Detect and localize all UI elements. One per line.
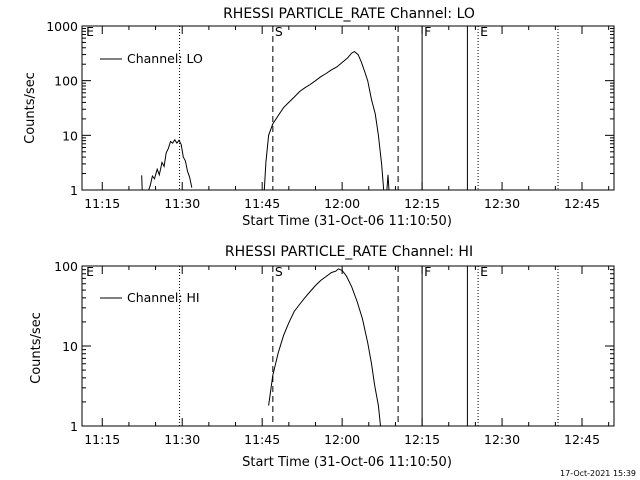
event-marker-label: F xyxy=(424,24,431,39)
event-marker-label: E xyxy=(86,264,94,279)
event-marker-label: S xyxy=(275,264,283,279)
panel-lo: RHESSI PARTICLE_RATE Channel: LO Counts/… xyxy=(23,6,615,229)
x-tick-label: 11:15 xyxy=(84,432,120,447)
series-line xyxy=(268,268,381,427)
y-tick-label: 1 xyxy=(70,183,78,198)
x-tick-label: 12:30 xyxy=(484,432,520,447)
x-tick-label: 11:30 xyxy=(164,432,200,447)
x-tick-label: 11:45 xyxy=(244,196,280,211)
footer-timestamp: 17-Oct-2021 15:39 xyxy=(560,469,636,478)
y-tick-label: 1000 xyxy=(46,19,78,34)
plot-area: 1 10 100 1000 11:15 11:30 11:45 12:00 12:15 12:30… xyxy=(46,19,615,211)
plot-area: 1 10 100 11:15 11:30 11:45 12:00 12:15 12:30 12:4… xyxy=(54,259,615,447)
legend-label: Channel: LO xyxy=(127,51,203,66)
y-tick-label: 1 xyxy=(70,419,78,434)
legend-label: Channel: HI xyxy=(127,290,200,305)
x-tick-label: 12:45 xyxy=(564,432,600,447)
x-tick-label: 12:45 xyxy=(564,196,600,211)
axes-frame xyxy=(81,25,615,191)
event-marker-label: E xyxy=(480,264,488,279)
series-line xyxy=(141,175,143,191)
y-axis-label: Counts/sec xyxy=(23,72,38,144)
chart-title: RHESSI PARTICLE_RATE Channel: LO xyxy=(223,6,475,22)
y-tick-label: 100 xyxy=(54,259,78,274)
x-tick-label: 12:15 xyxy=(404,432,440,447)
y-tick-label: 10 xyxy=(62,128,78,143)
x-tick-label: 12:00 xyxy=(324,196,360,211)
x-axis-label: Start Time (31-Oct-06 11:10:50) xyxy=(242,455,452,470)
event-marker-label: F xyxy=(424,264,431,279)
panel-hi: RHESSI PARTICLE_RATE Channel: HI Counts/… xyxy=(29,244,615,470)
series-line xyxy=(386,174,390,191)
event-marker-label: E xyxy=(480,24,488,39)
x-axis-label: Start Time (31-Oct-06 11:10:50) xyxy=(242,214,452,229)
x-tick-label: 12:00 xyxy=(324,432,360,447)
chart-title: RHESSI PARTICLE_RATE Channel: HI xyxy=(225,244,473,260)
y-tick-label: 100 xyxy=(54,74,78,89)
series-line xyxy=(148,138,193,191)
y-tick-label: 10 xyxy=(62,339,78,354)
x-tick-label: 11:15 xyxy=(84,196,120,211)
series-line xyxy=(263,50,385,191)
x-tick-label: 11:45 xyxy=(244,432,280,447)
x-tick-label: 11:30 xyxy=(164,196,200,211)
x-tick-label: 12:15 xyxy=(404,196,440,211)
y-axis-label: Counts/sec xyxy=(29,312,44,384)
x-tick-label: 12:30 xyxy=(484,196,520,211)
event-marker-label: E xyxy=(86,24,94,39)
event-marker-label: S xyxy=(275,24,283,39)
